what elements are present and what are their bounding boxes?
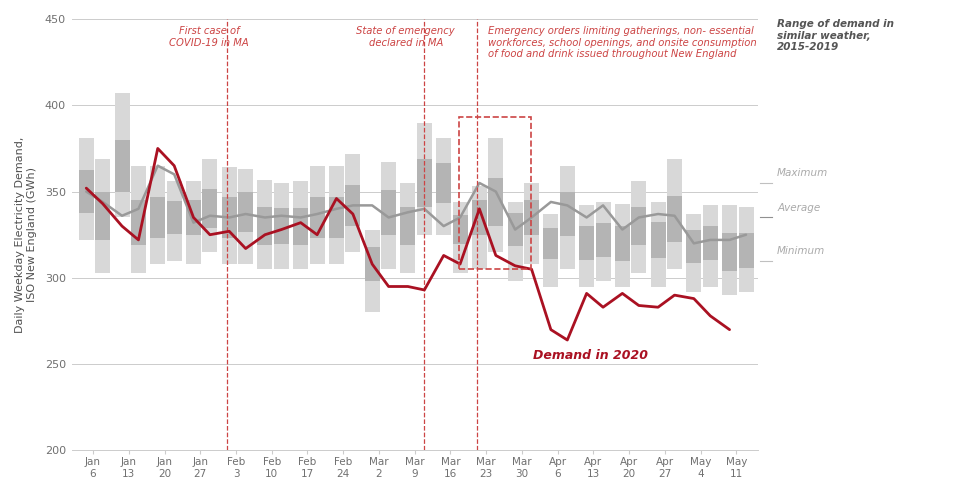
Bar <box>668 196 682 243</box>
Bar <box>543 214 558 287</box>
Text: Range of demand in
similar weather,
2015-2019: Range of demand in similar weather, 2015… <box>777 19 895 52</box>
Bar <box>596 223 611 256</box>
Bar <box>560 192 575 236</box>
Bar <box>738 207 753 291</box>
Bar <box>417 123 432 235</box>
Bar <box>294 207 308 245</box>
Bar <box>382 190 396 235</box>
Text: Average: Average <box>777 203 820 212</box>
Bar <box>346 154 360 252</box>
Bar <box>401 207 415 245</box>
Bar <box>417 160 432 206</box>
Bar <box>329 165 344 264</box>
Bar <box>437 163 451 203</box>
Bar <box>115 93 129 217</box>
Bar <box>401 183 415 273</box>
Bar <box>453 215 468 245</box>
Bar <box>650 202 666 287</box>
Bar <box>310 165 325 264</box>
Bar <box>614 204 630 287</box>
Bar <box>274 183 289 269</box>
Bar <box>632 207 646 246</box>
Bar <box>437 138 451 235</box>
Bar <box>203 159 217 252</box>
Bar <box>382 162 396 269</box>
Bar <box>579 206 594 287</box>
Text: Maximum: Maximum <box>777 168 829 178</box>
Bar <box>632 181 646 273</box>
Bar <box>471 186 487 269</box>
Bar <box>186 200 201 235</box>
Bar <box>151 165 165 264</box>
Bar <box>650 222 666 258</box>
Bar <box>79 138 94 240</box>
Bar <box>614 226 630 261</box>
Bar <box>507 202 523 281</box>
Bar <box>702 226 718 260</box>
Bar <box>79 170 94 213</box>
Y-axis label: Daily Weekday Electricity Demand,
ISO New England (GWh): Daily Weekday Electricity Demand, ISO Ne… <box>15 136 37 333</box>
Bar <box>702 206 718 287</box>
Bar <box>722 206 737 295</box>
Bar <box>686 214 701 291</box>
Bar <box>203 189 217 228</box>
Text: Demand in 2020: Demand in 2020 <box>532 349 647 362</box>
Bar <box>346 185 360 226</box>
Bar <box>668 159 682 269</box>
Bar <box>543 228 558 258</box>
Bar <box>115 140 129 192</box>
Bar <box>96 159 110 273</box>
Bar <box>222 167 237 264</box>
Bar <box>186 181 201 264</box>
Text: State of emergency
declared in MA: State of emergency declared in MA <box>356 26 455 47</box>
Bar <box>239 169 253 264</box>
Bar <box>738 233 753 268</box>
Bar <box>560 165 575 269</box>
Bar <box>310 197 325 238</box>
Bar <box>686 231 701 263</box>
Bar <box>151 197 165 238</box>
Bar <box>365 230 380 312</box>
Bar <box>579 226 594 260</box>
Bar <box>131 165 146 273</box>
Bar <box>167 201 182 234</box>
Bar <box>453 202 468 273</box>
Text: Emergency orders limiting gatherings, non- essential
workforces, school openings: Emergency orders limiting gatherings, no… <box>488 26 756 59</box>
Bar <box>258 207 272 245</box>
Bar <box>507 213 523 246</box>
Bar <box>525 201 539 235</box>
Bar <box>96 192 110 240</box>
Bar <box>131 200 146 245</box>
Bar <box>167 181 182 261</box>
Bar <box>365 247 380 282</box>
Bar <box>722 233 737 271</box>
Bar <box>596 202 611 281</box>
Bar <box>489 178 503 226</box>
Text: Minimum: Minimum <box>777 246 825 256</box>
Bar <box>222 197 237 238</box>
Bar <box>294 181 308 269</box>
Bar <box>329 197 344 238</box>
Text: First case of
COVID-19 in MA: First case of COVID-19 in MA <box>169 26 249 47</box>
Bar <box>471 200 487 235</box>
Bar <box>274 208 289 244</box>
Bar <box>258 179 272 269</box>
Bar <box>489 138 503 252</box>
Bar <box>239 192 253 232</box>
Bar <box>525 183 539 264</box>
